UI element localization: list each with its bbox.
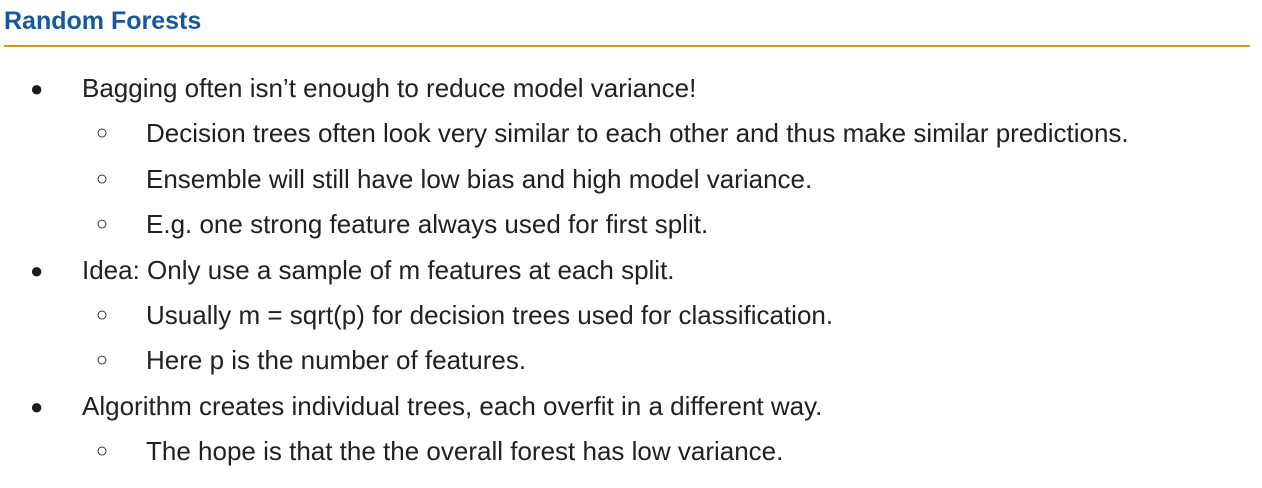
bullet-text: Bagging often isn’t enough to reduce mod… <box>82 73 697 103</box>
filled-bullet-icon: ● <box>30 393 44 419</box>
title-underline <box>4 45 1250 47</box>
sub-bullet-item: ○ Usually m = sqrt(p) for decision trees… <box>0 293 1262 338</box>
hollow-bullet-icon: ○ <box>96 303 109 326</box>
sub-bullet-text: The hope is that the the overall forest … <box>146 436 784 467</box>
sub-bullet-item: ○ Ensemble will still have low bias and … <box>0 157 1262 202</box>
sub-bullet-text: Decision trees often look very similar t… <box>146 118 1129 149</box>
bullet-list: ● Bagging often isn’t enough to reduce m… <box>0 66 1262 475</box>
sub-bullet-text: Here p is the number of features. <box>146 345 527 376</box>
bullet-text: Algorithm creates individual trees, each… <box>82 390 823 421</box>
sub-bullet-text: Ensemble will still have low bias and hi… <box>146 163 813 194</box>
bullet-item: ● Algorithm creates individual trees, ea… <box>0 384 1262 429</box>
hollow-bullet-icon: ○ <box>96 349 109 372</box>
slide-title: Random Forests <box>4 7 202 35</box>
sub-bullet-text: Usually m = sqrt(p) for decision trees u… <box>146 299 834 330</box>
sub-bullet-text: E.g. one strong feature always used for … <box>146 209 709 240</box>
hollow-bullet-icon: ○ <box>96 213 109 236</box>
sub-bullet-item: ○ Decision trees often look very similar… <box>0 111 1262 156</box>
bullet-item: ● Bagging often isn’t enough to reduce m… <box>0 66 1262 111</box>
filled-bullet-icon: ● <box>30 257 44 283</box>
hollow-bullet-icon: ○ <box>96 122 109 145</box>
hollow-bullet-icon: ○ <box>96 167 109 190</box>
filled-bullet-icon: ● <box>30 76 44 101</box>
bullet-text: Idea: Only use a sample of m features at… <box>82 254 675 285</box>
sub-bullet-item: ○ Here p is the number of features. <box>0 338 1262 383</box>
bullet-item: ● Idea: Only use a sample of m features … <box>0 248 1262 293</box>
hollow-bullet-icon: ○ <box>96 440 109 463</box>
sub-bullet-item: ○ E.g. one strong feature always used fo… <box>0 202 1262 247</box>
sub-bullet-item: ○ The hope is that the the overall fores… <box>0 429 1262 474</box>
